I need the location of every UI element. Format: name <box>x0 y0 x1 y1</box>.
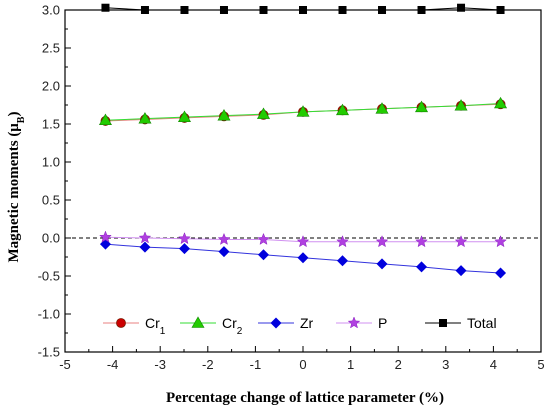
legend-label: Zr <box>300 315 314 331</box>
legend-item-cr1: Cr1 <box>103 315 166 337</box>
y-tick-label: 1.5 <box>42 117 60 132</box>
plot-frame <box>64 9 542 353</box>
x-axis-title: Percentage change of lattice parameter (… <box>166 390 444 406</box>
y-tick-label: 0.0 <box>42 231 60 246</box>
x-tick-label: -1 <box>250 357 262 372</box>
y-tick-label: -0.5 <box>38 269 60 284</box>
y-tick-label: 2.0 <box>42 79 60 94</box>
y-tick-label: -1.0 <box>38 307 60 322</box>
x-tick-label: 3 <box>442 357 449 372</box>
y-tick-label: 2.5 <box>42 41 60 56</box>
legend-marker <box>116 318 126 328</box>
data-point-p <box>217 232 231 245</box>
data-point-total <box>338 6 347 14</box>
data-point-p <box>415 235 428 248</box>
data-point-cr2 <box>98 113 112 125</box>
data-point-zr <box>455 265 467 277</box>
data-point-cr2 <box>494 96 508 109</box>
x-tick-label: 5 <box>537 357 544 372</box>
data-point-zr <box>416 261 428 273</box>
y-axis-title: Magnetic moments (μB) <box>6 112 27 263</box>
data-point-total <box>219 6 228 14</box>
legend-label: Cr2 <box>222 315 243 337</box>
x-tick-label: -2 <box>202 357 214 372</box>
data-point-zr <box>376 258 388 270</box>
data-point-cr2 <box>256 107 271 119</box>
y-axis-title-close: ) <box>6 112 22 117</box>
data-point-cr2 <box>217 109 231 121</box>
legend-label: Total <box>467 315 497 331</box>
data-point-zr <box>495 267 507 279</box>
y-tick-label: -1.5 <box>38 345 60 360</box>
data-point-cr2 <box>335 103 350 116</box>
data-point-zr <box>218 246 230 258</box>
y-axis-title-main: Magnetic moments (μ <box>6 123 22 263</box>
legend-item-total: Total <box>425 315 497 331</box>
legend-marker <box>191 316 205 328</box>
x-tick-label: 2 <box>395 357 402 372</box>
data-point-cr2 <box>415 100 429 113</box>
data-point-total <box>417 6 426 14</box>
x-tick-label: 4 <box>490 357 497 372</box>
data-point-p <box>454 235 468 248</box>
legend-item-cr2: Cr2 <box>180 315 243 337</box>
y-tick-label: 1.0 <box>42 155 60 170</box>
y-axis-title-sub: B <box>16 116 27 123</box>
data-point-total <box>259 6 268 14</box>
data-point-cr2 <box>375 102 389 114</box>
data-point-zr <box>139 241 151 253</box>
data-point-p <box>494 235 507 248</box>
data-point-p <box>336 235 349 248</box>
data-point-p <box>138 231 152 244</box>
legend-item-zr: Zr <box>258 315 314 331</box>
data-point-total <box>378 6 387 14</box>
data-point-p <box>257 232 270 245</box>
data-point-zr <box>257 249 269 261</box>
y-tick-label: 3.0 <box>42 3 60 18</box>
data-point-zr <box>337 255 349 267</box>
data-point-total <box>457 3 466 12</box>
data-point-cr2 <box>296 105 310 117</box>
data-point-cr2 <box>138 112 152 124</box>
x-tick-label: 0 <box>299 357 306 372</box>
data-point-zr <box>297 252 309 264</box>
data-point-zr <box>99 238 111 250</box>
data-point-total <box>101 3 110 12</box>
data-point-total <box>140 6 149 14</box>
data-point-total <box>496 6 505 14</box>
legend-item-p: P <box>336 315 387 331</box>
legend-label: Cr1 <box>145 315 166 337</box>
x-tick-label: -4 <box>107 357 119 372</box>
x-tick-label: -5 <box>59 357 71 372</box>
legend-label: P <box>378 315 387 331</box>
legend-marker <box>270 317 282 329</box>
data-point-total <box>180 6 189 14</box>
data-point-p <box>375 235 389 248</box>
data-point-p <box>99 230 112 243</box>
data-point-total <box>299 6 307 14</box>
legend-marker <box>347 316 361 329</box>
data-point-p <box>296 235 310 248</box>
x-tick-label: 1 <box>347 357 354 372</box>
legend-marker <box>439 319 447 327</box>
y-tick-label: 0.5 <box>42 193 60 208</box>
data-point-cr2 <box>177 110 191 122</box>
data-point-cr2 <box>454 99 468 111</box>
data-point-p <box>178 232 191 245</box>
x-tick-label: -3 <box>154 357 166 372</box>
data-point-zr <box>178 243 190 255</box>
